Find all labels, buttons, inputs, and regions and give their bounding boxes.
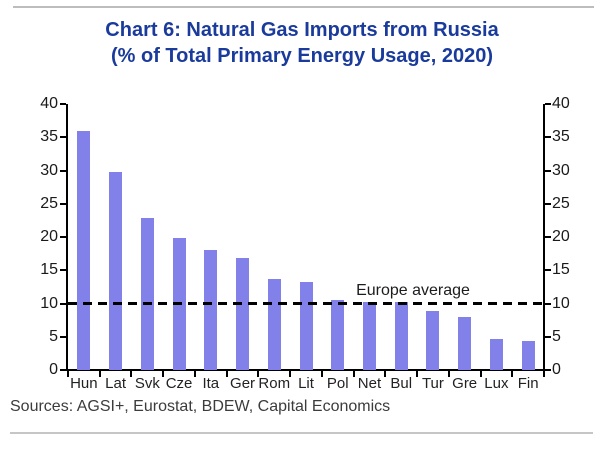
y-tick-left bbox=[60, 302, 66, 305]
y-axis-left bbox=[66, 104, 68, 371]
y-axis-tick-label-right: 5 bbox=[552, 327, 561, 345]
x-axis-label-bul: Bul bbox=[390, 375, 413, 392]
y-axis-tick-label-right: 15 bbox=[552, 261, 570, 279]
bar-lux bbox=[489, 339, 503, 370]
y-axis-right bbox=[543, 104, 545, 371]
sources-note: Sources: AGSI+, Eurostat, BDEW, Capital … bbox=[10, 398, 391, 415]
x-tick bbox=[511, 371, 514, 377]
bar-ger bbox=[236, 258, 250, 370]
y-axis-tick-label-left: 15 bbox=[40, 261, 58, 279]
x-tick bbox=[320, 371, 323, 377]
y-tick-right bbox=[545, 103, 551, 105]
y-tick-left bbox=[60, 369, 66, 371]
y-tick-right bbox=[545, 169, 551, 172]
x-tick bbox=[130, 371, 133, 377]
y-tick-right bbox=[545, 202, 551, 205]
x-tick bbox=[289, 371, 292, 377]
x-axis-label-pol: Pol bbox=[326, 375, 349, 392]
x-tick bbox=[416, 371, 419, 377]
x-axis-label-net: Net bbox=[357, 375, 382, 392]
y-axis-tick-label-left: 10 bbox=[40, 294, 58, 312]
x-axis-label-rom: Rom bbox=[258, 375, 291, 392]
x-axis-label-gre: Gre bbox=[452, 375, 478, 392]
y-axis-tick-label-left: 40 bbox=[40, 95, 58, 112]
x-tick bbox=[98, 371, 101, 377]
y-axis-tick-label-right: 10 bbox=[552, 294, 570, 312]
y-axis-tick-label-left: 0 bbox=[49, 361, 58, 378]
bar-lit bbox=[299, 282, 313, 370]
y-tick-right bbox=[545, 269, 551, 272]
bar-chart: 0 0 5 5 10 10 15 15 20 20 25 25 30 30 35 35 40 40 Hun Lat Sv… bbox=[40, 95, 570, 392]
y-tick-right bbox=[545, 335, 551, 338]
x-axis-label-fin: Fin bbox=[517, 375, 539, 392]
y-axis-tick-label-right: 0 bbox=[552, 361, 561, 378]
bar-pol bbox=[331, 299, 345, 370]
bar-fin bbox=[521, 341, 535, 370]
x-axis-label-lit: Lit bbox=[298, 375, 314, 392]
x-axis-label-svk: Svk bbox=[134, 375, 160, 392]
bar-rom bbox=[267, 278, 281, 370]
x-axis-label-lux: Lux bbox=[484, 375, 509, 392]
y-tick-left bbox=[60, 236, 66, 238]
x-tick bbox=[225, 371, 228, 377]
bar-ita bbox=[204, 250, 218, 370]
x-tick bbox=[352, 371, 355, 377]
y-axis-tick-label-right: 40 bbox=[552, 95, 570, 112]
y-axis-tick-label-right: 35 bbox=[552, 128, 570, 146]
y-axis-tick-label-left: 30 bbox=[40, 161, 58, 179]
x-tick bbox=[543, 371, 545, 377]
y-tick-left bbox=[60, 136, 66, 139]
top-divider bbox=[13, 6, 594, 8]
x-axis-label-hun: Hun bbox=[70, 375, 98, 392]
bar-tur bbox=[426, 310, 440, 370]
y-axis-tick-label-left: 20 bbox=[40, 228, 58, 245]
y-tick-right bbox=[545, 302, 551, 305]
y-axis-tick-label-right: 25 bbox=[552, 194, 570, 212]
x-tick bbox=[162, 371, 165, 377]
x-axis-label-ger: Ger bbox=[230, 375, 256, 392]
bar-svk bbox=[140, 218, 154, 370]
x-tick bbox=[479, 371, 482, 377]
x-tick bbox=[67, 371, 69, 377]
y-axis-tick-label-right: 30 bbox=[552, 161, 570, 179]
y-tick-left bbox=[60, 169, 66, 172]
bar-net bbox=[362, 302, 376, 370]
bar-hun bbox=[77, 130, 91, 370]
y-tick-left bbox=[60, 202, 66, 205]
x-axis-label-tur: Tur bbox=[421, 375, 444, 392]
bar-gre bbox=[458, 316, 472, 370]
y-tick-left bbox=[60, 269, 66, 272]
y-axis-tick-label-left: 35 bbox=[40, 128, 58, 146]
x-axis bbox=[66, 369, 545, 371]
y-tick-right bbox=[545, 369, 551, 371]
x-axis-label-ita: Ita bbox=[202, 375, 220, 392]
chart-title-line1: Chart 6: Natural Gas Imports from Russia bbox=[105, 19, 499, 41]
x-tick bbox=[257, 371, 260, 377]
bar-lat bbox=[109, 172, 123, 370]
bar-bul bbox=[394, 301, 408, 370]
bottom-divider bbox=[10, 432, 593, 434]
x-axis-label-cze: Cze bbox=[165, 375, 193, 392]
y-tick-right bbox=[545, 236, 551, 238]
x-tick bbox=[384, 371, 387, 377]
chart-title: Chart 6: Natural Gas Imports from Russia… bbox=[0, 17, 604, 69]
europe-average-line bbox=[68, 302, 544, 305]
y-tick-left bbox=[60, 103, 66, 105]
x-axis-label-lat: Lat bbox=[105, 375, 127, 392]
y-axis-tick-label-left: 25 bbox=[40, 194, 58, 212]
chart-title-line2: (% of Total Primary Energy Usage, 2020) bbox=[111, 45, 493, 67]
y-tick-right bbox=[545, 136, 551, 139]
y-axis-tick-label-left: 5 bbox=[49, 327, 58, 345]
y-axis-tick-label-right: 20 bbox=[552, 228, 570, 245]
y-tick-left bbox=[60, 335, 66, 338]
x-tick bbox=[447, 371, 450, 377]
europe-average-label: Europe average bbox=[356, 281, 470, 299]
x-tick bbox=[193, 371, 196, 377]
